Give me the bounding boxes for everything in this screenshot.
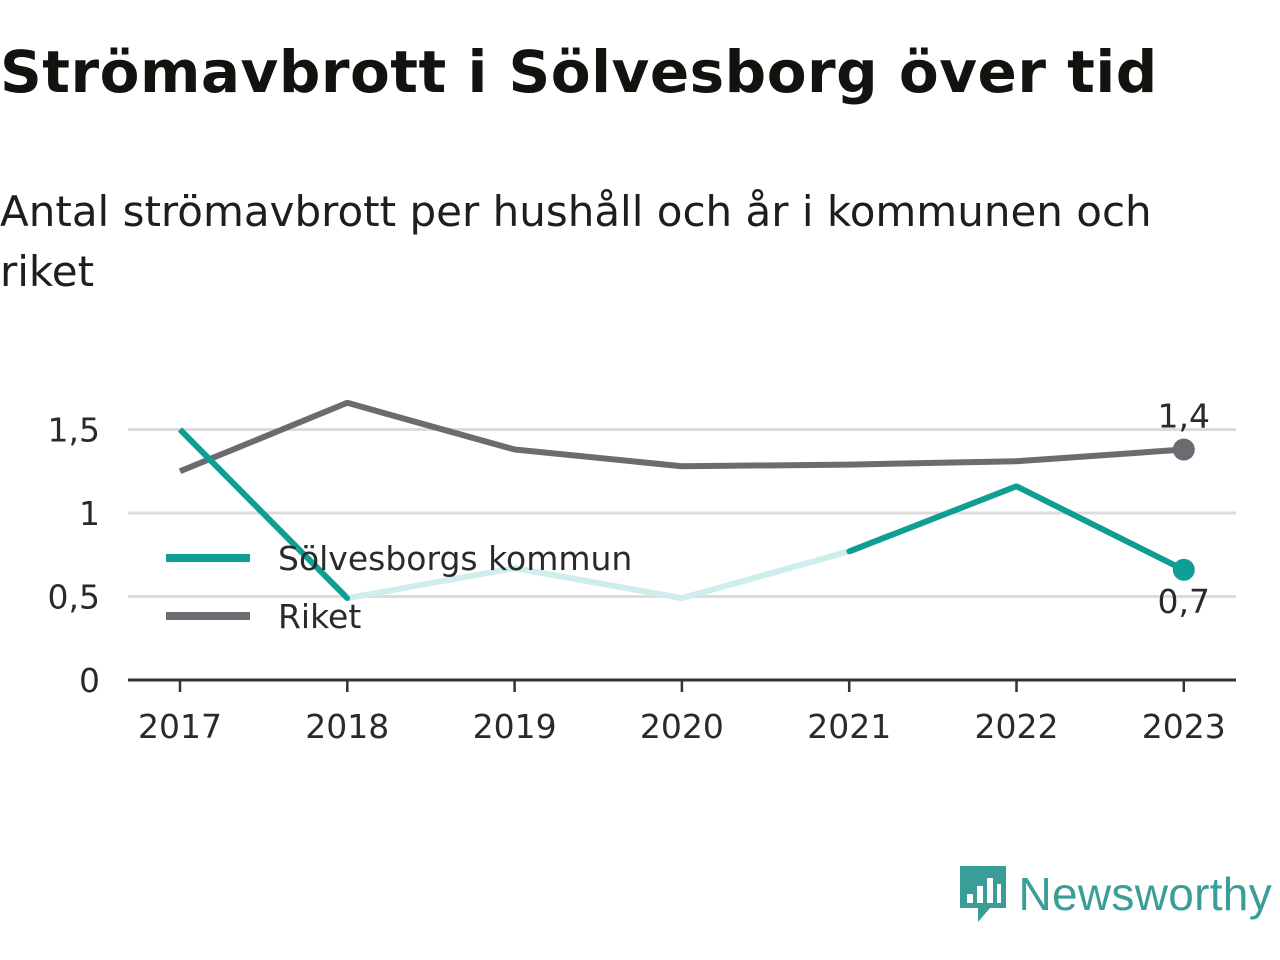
kommun-line-segment bbox=[1015, 483, 1186, 573]
riket-joint bbox=[679, 463, 685, 470]
riket-joint bbox=[344, 399, 351, 406]
kommun-end-marker bbox=[1172, 558, 1195, 581]
kommun-line-segment bbox=[681, 548, 851, 602]
x-tick-label: 2019 bbox=[473, 707, 557, 746]
kommun-joint bbox=[1013, 483, 1020, 490]
y-tick-label: 0,5 bbox=[48, 578, 100, 617]
x-tick-label: 2021 bbox=[807, 707, 891, 746]
kommun-joint bbox=[511, 565, 518, 571]
x-tick-label: 2022 bbox=[975, 707, 1059, 746]
riket-line-segment bbox=[681, 461, 850, 470]
legend-label-riket: Riket bbox=[278, 597, 361, 636]
kommun-joint bbox=[344, 595, 351, 601]
y-tick-label: 1 bbox=[79, 494, 100, 533]
kommun-end-label: 0,7 bbox=[1158, 582, 1210, 621]
y-tick-label: 1,5 bbox=[48, 411, 100, 450]
newsworthy-logo-icon bbox=[960, 866, 1007, 922]
kommun-joint bbox=[679, 595, 685, 601]
kommun-joint bbox=[846, 548, 852, 555]
kommun-line-segment bbox=[848, 483, 1018, 555]
brand-name: Newsworthy bbox=[1018, 868, 1272, 920]
x-tick-label: 2023 bbox=[1142, 707, 1226, 746]
line-chart: 0 0,5 1 1,5 2017 2018 2019 2020 2021 2022 2023 1,4 0… bbox=[48, 397, 1236, 746]
riket-joint bbox=[846, 461, 852, 468]
riket-line-segment bbox=[849, 458, 1017, 468]
riket-line-segment bbox=[1016, 446, 1185, 465]
legend-label-kommun: Sölvesborgs kommun bbox=[278, 539, 632, 578]
chart-title: Strömavbrott i Sölvesborg över tid bbox=[0, 38, 1158, 106]
chart-subtitle: Antal strömavbrott per hushåll och år i … bbox=[0, 187, 1152, 296]
y-tick-label: 0 bbox=[79, 661, 100, 700]
riket-end-marker bbox=[1172, 438, 1195, 461]
riket-joint bbox=[1013, 458, 1020, 465]
x-tick-label: 2020 bbox=[640, 707, 724, 746]
riket-line-segment bbox=[514, 446, 683, 470]
riket-end-label: 1,4 bbox=[1158, 397, 1210, 436]
kommun-line-segment bbox=[514, 565, 683, 602]
brand-logo: Newsworthy bbox=[958, 862, 1272, 926]
riket-line-segment bbox=[346, 399, 516, 453]
x-tick-label: 2018 bbox=[305, 707, 389, 746]
kommun-line-segment bbox=[177, 427, 350, 601]
riket-joint bbox=[511, 446, 518, 453]
kommun-line-segment bbox=[346, 565, 516, 602]
riket-line-segment bbox=[178, 400, 349, 475]
x-tick-label: 2017 bbox=[138, 707, 222, 746]
